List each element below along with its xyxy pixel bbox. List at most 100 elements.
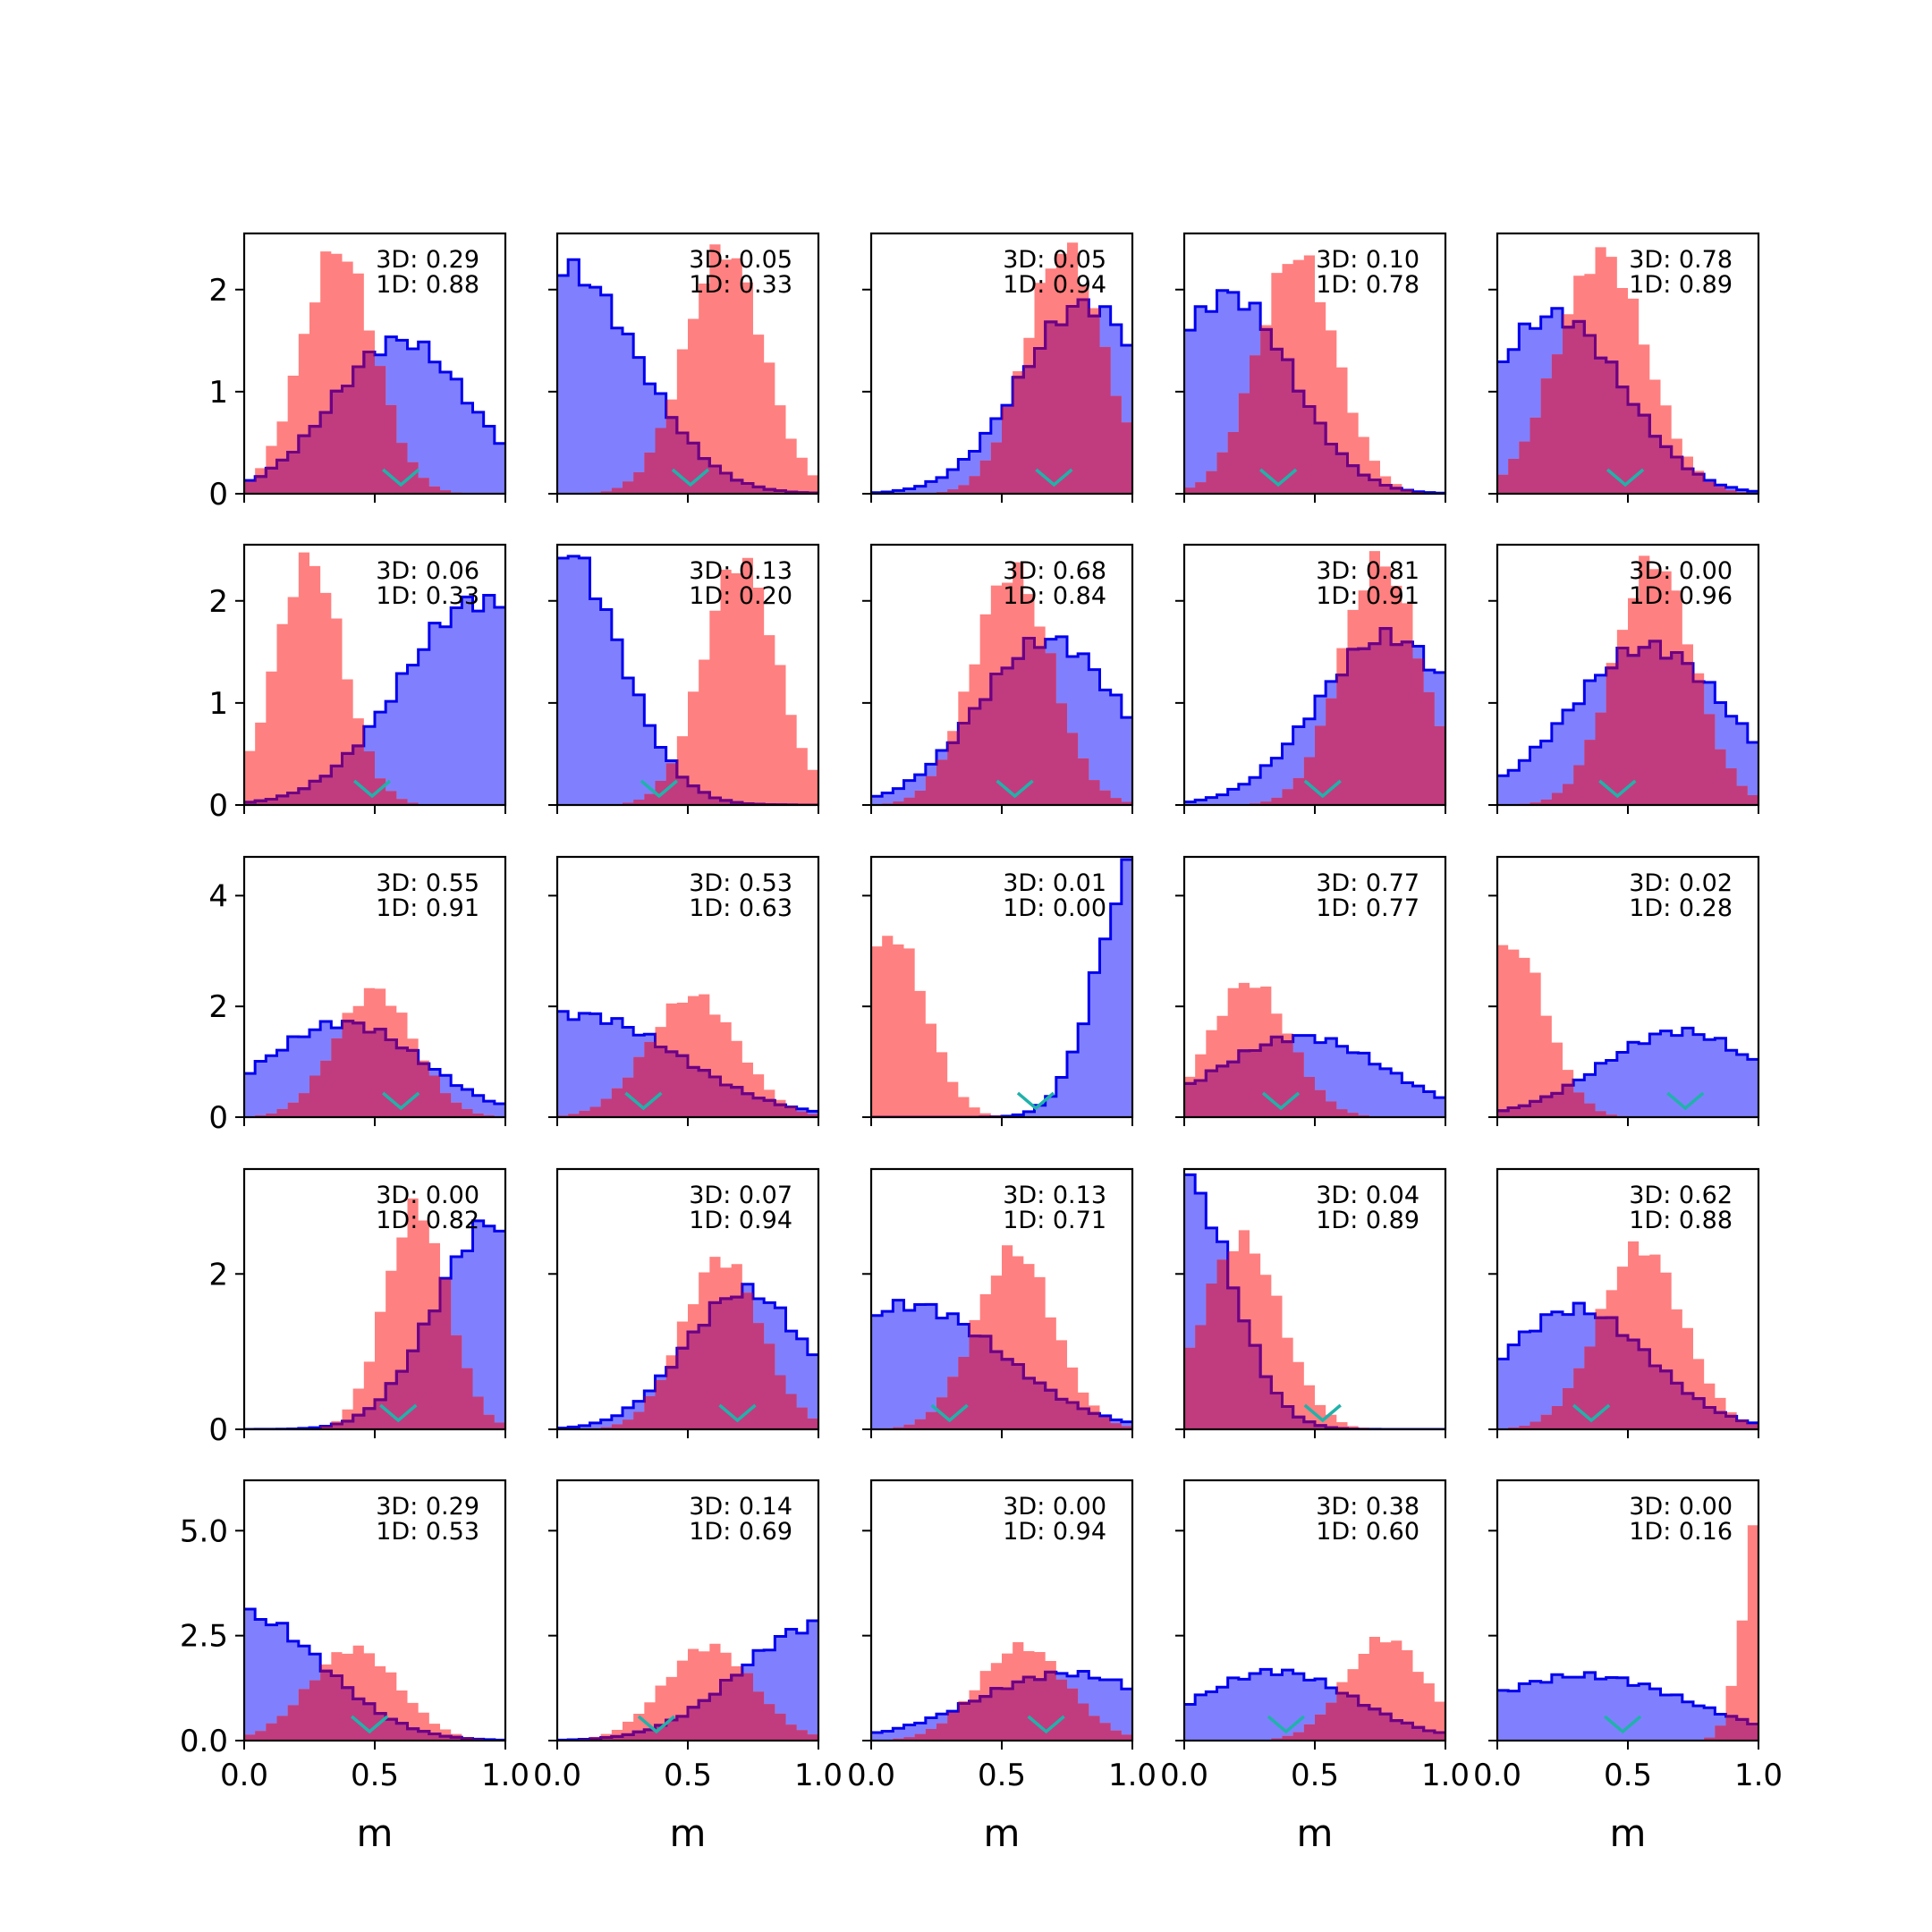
blue-histogram-fill — [557, 259, 818, 494]
score-3d-label: 3D: 0.13 — [689, 557, 792, 585]
y-tick-label: 0 — [208, 1100, 228, 1136]
true-value-marker — [624, 1091, 663, 1111]
true-value-marker — [996, 779, 1034, 799]
plot-area — [1184, 551, 1445, 805]
y-tick-label: 1 — [208, 375, 228, 411]
plot-area — [871, 242, 1132, 494]
overlap-histogram-fill — [1497, 321, 1758, 494]
score-1d-label: 1D: 0.60 — [1316, 1518, 1419, 1546]
overlap-histogram-fill — [1497, 1716, 1758, 1741]
x-tick-label: 0.5 — [351, 1758, 399, 1793]
score-3d-label: 3D: 0.02 — [1629, 869, 1733, 897]
red-histogram-fill — [871, 1245, 1132, 1429]
score-3d-label: 3D: 0.00 — [1629, 1493, 1733, 1521]
true-value-marker — [1261, 1091, 1301, 1111]
plot-area — [871, 1641, 1132, 1741]
true-value-marker — [352, 779, 392, 799]
y-tick-label: 1 — [208, 686, 228, 722]
true-value-marker — [1303, 779, 1342, 799]
y-tick-label: 0 — [208, 1412, 228, 1448]
true-value-marker — [379, 1403, 418, 1423]
score-1d-label: 1D: 0.91 — [1316, 582, 1419, 610]
true-value-marker — [640, 779, 679, 799]
x-tick-label: 0.5 — [1604, 1758, 1652, 1793]
score-1d-label: 1D: 0.84 — [1003, 582, 1106, 610]
x-tick-label: 0.5 — [664, 1758, 712, 1793]
plot-area — [244, 251, 505, 494]
true-value-marker — [1606, 468, 1645, 487]
score-3d-label: 3D: 0.81 — [1316, 557, 1419, 585]
blue-histogram-fill — [557, 555, 818, 805]
overlap-histogram-fill — [557, 417, 818, 494]
score-1d-label: 1D: 0.53 — [376, 1518, 479, 1546]
true-value-marker — [1267, 1715, 1306, 1734]
true-value-marker — [1016, 1091, 1055, 1111]
overlap-histogram-fill — [871, 299, 1132, 494]
score-1d-label: 1D: 0.89 — [1316, 1207, 1419, 1234]
score-1d-label: 1D: 0.96 — [1629, 582, 1733, 610]
x-tick-label: 0.0 — [220, 1758, 268, 1793]
x-tick-label: 0.5 — [1291, 1758, 1339, 1793]
x-tick-label: 0.5 — [978, 1758, 1026, 1793]
x-axis-label: m — [1297, 1811, 1334, 1855]
true-value-marker — [1303, 1403, 1342, 1423]
plot-area — [1184, 1636, 1445, 1741]
overlap-histogram-fill — [871, 1335, 1132, 1429]
plot-area — [244, 552, 505, 805]
true-value-marker — [1027, 1715, 1065, 1734]
plot-area — [557, 244, 818, 494]
overlap-histogram-fill — [1184, 1259, 1445, 1429]
blue-histogram-fill — [1497, 1672, 1758, 1741]
true-value-marker — [1258, 468, 1298, 487]
red-histogram-fill — [871, 936, 1132, 1117]
score-1d-label: 1D: 0.71 — [1003, 1207, 1106, 1234]
score-3d-label: 3D: 0.78 — [1629, 246, 1733, 274]
score-1d-label: 1D: 0.33 — [689, 271, 792, 299]
plot-area — [1497, 1525, 1758, 1741]
x-axis-label: m — [357, 1811, 394, 1855]
score-3d-label: 3D: 0.62 — [1629, 1182, 1733, 1209]
overlap-histogram-fill — [1184, 1692, 1445, 1741]
score-1d-label: 1D: 0.00 — [1003, 894, 1106, 922]
score-3d-label: 3D: 0.05 — [1003, 246, 1106, 274]
x-axis-label: m — [984, 1811, 1021, 1855]
x-tick-label: 0.0 — [1473, 1758, 1521, 1793]
plot-area — [1497, 555, 1758, 805]
x-tick-label: 1.0 — [1734, 1758, 1783, 1793]
score-3d-label: 3D: 0.05 — [689, 246, 792, 274]
plot-area — [871, 1245, 1132, 1429]
y-tick-label: 2 — [208, 1257, 228, 1292]
score-3d-label: 3D: 0.29 — [376, 1493, 479, 1521]
plot-area — [557, 1619, 818, 1741]
score-3d-label: 3D: 0.10 — [1316, 246, 1419, 274]
score-3d-label: 3D: 0.14 — [689, 1493, 792, 1521]
true-value-marker — [1572, 1403, 1611, 1423]
score-3d-label: 3D: 0.06 — [376, 557, 479, 585]
score-3d-label: 3D: 0.77 — [1316, 869, 1419, 897]
y-tick-label: 0 — [208, 477, 228, 513]
blue-outline-overlap — [244, 1645, 505, 1741]
x-tick-label: 1.0 — [481, 1758, 530, 1793]
plot-area — [1497, 1241, 1758, 1429]
plot-area — [557, 1257, 818, 1429]
plot-area — [557, 994, 818, 1117]
x-tick-label: 0.0 — [533, 1758, 581, 1793]
overlap-histogram-fill — [244, 745, 505, 805]
score-3d-label: 3D: 0.13 — [1003, 1182, 1106, 1209]
score-3d-label: 3D: 0.04 — [1316, 1182, 1419, 1209]
score-3d-label: 3D: 0.00 — [1629, 557, 1733, 585]
true-value-marker — [671, 468, 710, 487]
